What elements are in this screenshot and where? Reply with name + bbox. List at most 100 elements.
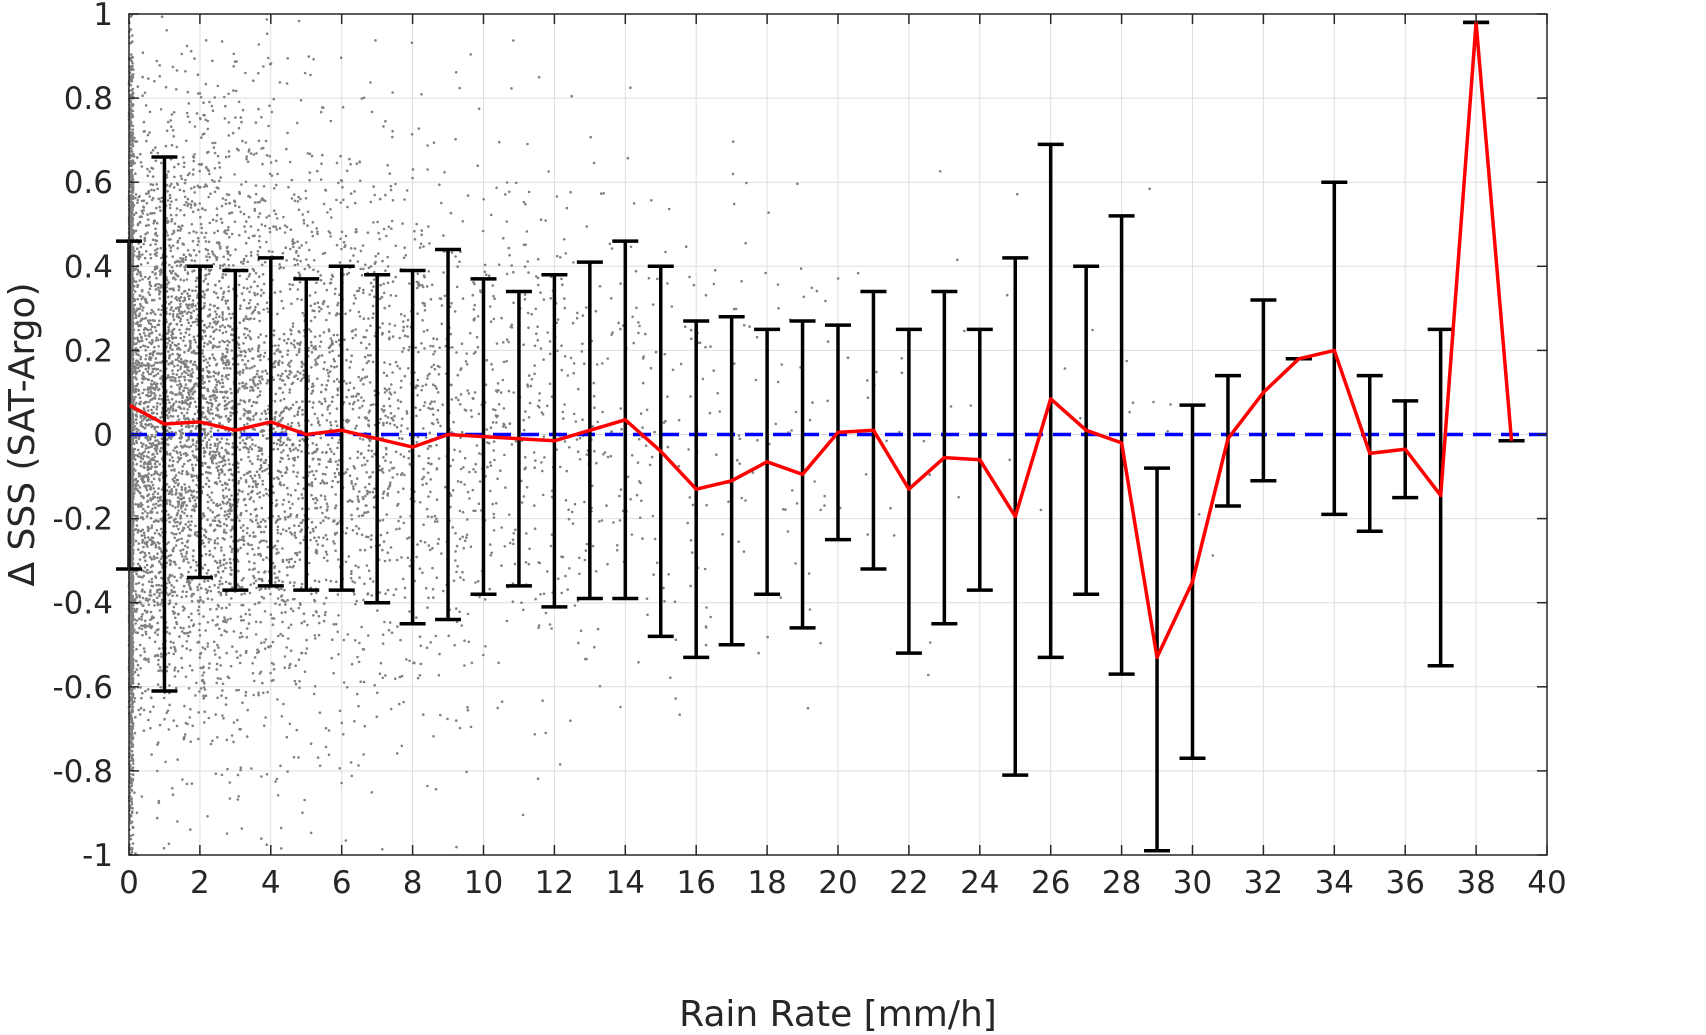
scatter-point xyxy=(297,407,301,410)
scatter-point xyxy=(419,501,422,504)
scatter-point xyxy=(431,566,434,570)
scatter-point xyxy=(214,386,217,389)
scatter-point xyxy=(663,352,667,356)
scatter-point xyxy=(450,383,453,387)
scatter-point xyxy=(241,358,244,362)
scatter-point xyxy=(303,267,307,271)
scatter-point xyxy=(585,453,589,456)
scatter-point xyxy=(201,329,205,332)
scatter-point xyxy=(186,115,190,118)
scatter-point xyxy=(252,500,256,503)
scatter-point xyxy=(393,324,397,327)
scatter-point xyxy=(213,190,217,194)
scatter-point xyxy=(427,456,430,460)
scatter-point xyxy=(141,212,145,215)
scatter-point xyxy=(548,623,552,626)
scatter-point xyxy=(185,411,189,415)
scatter-point xyxy=(348,402,351,406)
scatter-point xyxy=(135,247,139,250)
scatter-point xyxy=(316,356,319,360)
scatter-point xyxy=(705,606,708,609)
scatter-point xyxy=(569,719,572,722)
scatter-point xyxy=(134,211,138,215)
scatter-point xyxy=(330,400,334,404)
scatter-point xyxy=(242,368,245,372)
scatter-point xyxy=(401,350,404,353)
scatter-point xyxy=(742,550,746,553)
scatter-point xyxy=(371,304,375,308)
scatter-point xyxy=(347,555,351,558)
scatter-point xyxy=(145,354,148,357)
scatter-point xyxy=(180,428,184,431)
scatter-point xyxy=(187,391,191,395)
scatter-point xyxy=(313,536,316,539)
scatter-point xyxy=(566,374,570,377)
scatter-point xyxy=(969,404,973,407)
scatter-point xyxy=(846,356,850,360)
scatter-point xyxy=(148,636,151,640)
scatter-point xyxy=(221,318,225,322)
scatter-point xyxy=(221,488,225,492)
scatter-point xyxy=(185,278,189,281)
scatter-point xyxy=(137,328,140,332)
scatter-point xyxy=(241,371,245,374)
scatter-point xyxy=(177,509,180,512)
scatter-point xyxy=(180,630,184,633)
scatter-point xyxy=(190,187,193,190)
scatter-point xyxy=(249,378,252,382)
scatter-point xyxy=(583,558,587,562)
scatter-point xyxy=(202,514,206,518)
scatter-point xyxy=(178,286,181,289)
scatter-point xyxy=(326,408,329,411)
scatter-point xyxy=(184,417,187,421)
scatter-point xyxy=(291,322,295,325)
scatter-point xyxy=(272,477,276,480)
scatter-point xyxy=(195,425,198,428)
scatter-point xyxy=(194,524,197,528)
scatter-point xyxy=(380,333,384,336)
scatter-point xyxy=(250,543,253,547)
scatter-point xyxy=(262,494,265,497)
scatter-point xyxy=(338,767,342,770)
scatter-point xyxy=(216,542,219,545)
scatter-point xyxy=(160,308,163,312)
scatter-point xyxy=(606,455,610,459)
scatter-point xyxy=(313,412,317,416)
scatter-point xyxy=(401,222,404,225)
scatter-point xyxy=(353,400,356,404)
scatter-point xyxy=(218,166,222,169)
scatter-point xyxy=(426,471,430,475)
scatter-point xyxy=(208,172,211,176)
scatter-point xyxy=(549,297,552,300)
scatter-point xyxy=(176,414,180,418)
scatter-point xyxy=(167,602,171,606)
scatter-point xyxy=(335,467,339,471)
scatter-point xyxy=(512,301,515,305)
scatter-point xyxy=(368,293,372,296)
scatter-point xyxy=(173,590,177,594)
scatter-point xyxy=(147,321,151,325)
scatter-point xyxy=(350,662,354,666)
scatter-point xyxy=(385,374,389,378)
scatter-point xyxy=(619,407,623,410)
scatter-point xyxy=(556,349,559,353)
scatter-point xyxy=(140,456,143,460)
scatter-point xyxy=(157,658,160,662)
scatter-point xyxy=(171,504,174,508)
scatter-point xyxy=(193,125,197,128)
scatter-point xyxy=(139,416,143,419)
scatter-point xyxy=(378,672,382,675)
scatter-point xyxy=(226,359,230,362)
scatter-point xyxy=(316,457,320,461)
scatter-point xyxy=(381,518,385,522)
scatter-point xyxy=(255,152,258,155)
scatter-point xyxy=(296,482,300,486)
scatter-point xyxy=(174,336,178,340)
scatter-point xyxy=(268,154,272,158)
scatter-point xyxy=(189,203,193,206)
scatter-point xyxy=(471,396,475,400)
scatter-point xyxy=(141,253,144,256)
scatter-point xyxy=(366,354,370,357)
scatter-point xyxy=(220,694,223,697)
scatter-point xyxy=(227,478,231,482)
